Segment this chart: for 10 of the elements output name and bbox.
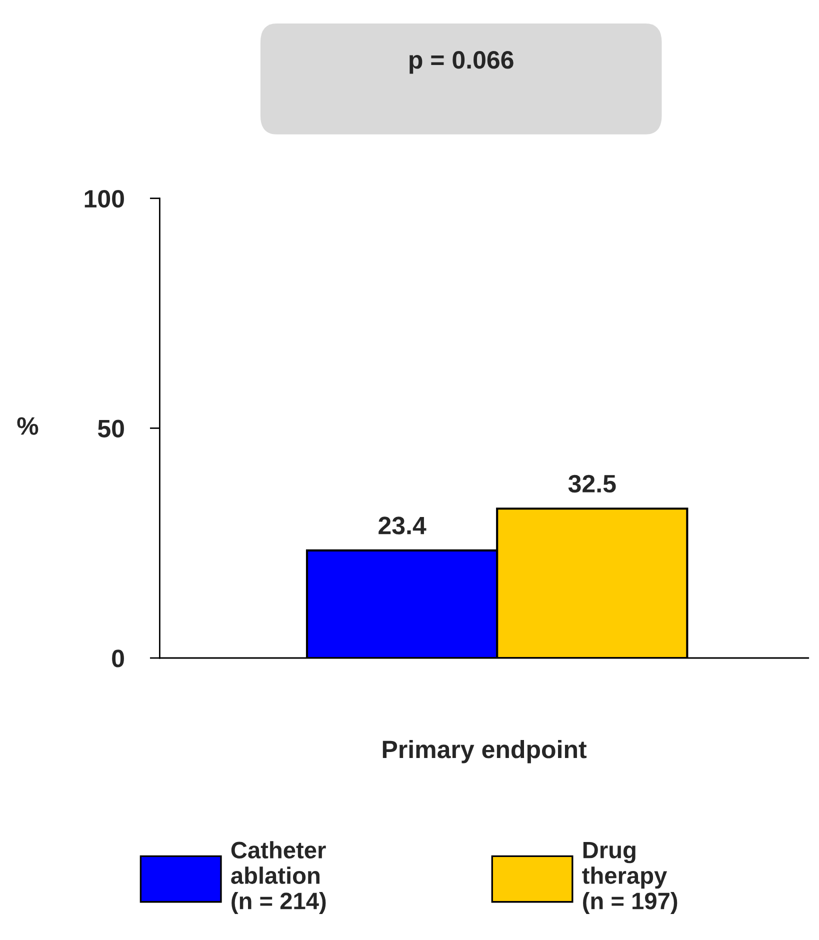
text: p = 0.066 (410, 51, 514, 74)
y-tick-label: 100 (84, 190, 124, 208)
data-label: 32.5 (568, 474, 616, 493)
y-axis-title: % (17, 417, 38, 435)
x-axis-title: Primary endpoint (382, 740, 587, 764)
y-tick-label: 50 (98, 420, 124, 438)
y-tick-label: 0 (112, 650, 124, 668)
data-label: 23.4 (378, 516, 426, 534)
legend-label: Drug therapy (n = 197) (582, 842, 678, 914)
legend-label: Catheter ablation (n = 214) (231, 841, 326, 914)
